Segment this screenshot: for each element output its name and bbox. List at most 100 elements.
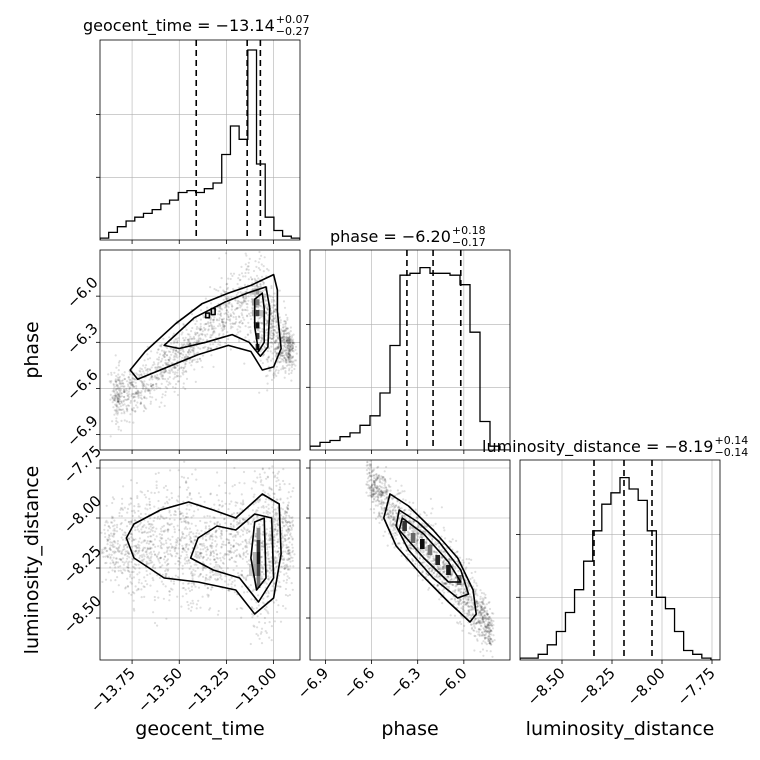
pair-geocent-time-vs-phase-sample-point [227,306,230,309]
pair-geocent-time-vs-phase-sample-point [225,283,228,286]
pair-geocent-time-vs-luminosity-distance-sample-point [267,612,270,615]
pair-geocent-time-vs-phase-sample-point [283,356,286,359]
pair-geocent-time-vs-phase-sample-point [276,352,279,355]
pair-geocent-time-vs-phase-sample-point [116,398,119,401]
pair-geocent-time-vs-phase-sample-point [249,314,252,317]
pair-geocent-time-vs-luminosity-distance-sample-point [131,591,135,594]
pair-geocent-time-vs-luminosity-distance-sample-point [101,548,104,551]
pair-geocent-time-vs-luminosity-distance-sample-point [109,546,112,550]
pair-geocent-time-vs-luminosity-distance-sample-point [170,554,173,557]
pair-geocent-time-vs-phase-sample-point [173,366,176,369]
pair-phase-vs-luminosity-distance-sample-point [462,600,465,603]
pair-geocent-time-vs-phase-sample-point [286,327,289,330]
pair-phase-vs-luminosity-distance-sample-point [423,511,427,515]
pair-geocent-time-vs-luminosity-distance-sample-point [109,544,112,547]
pair-geocent-time-vs-luminosity-distance-sample-point [155,484,158,487]
pair-geocent-time-vs-phase-sample-point [163,355,166,358]
pair-geocent-time-vs-luminosity-distance-sample-point [155,480,158,483]
pair-geocent-time-vs-phase-sample-point [134,410,137,413]
pair-geocent-time-vs-phase-sample-point [199,338,202,341]
pair-geocent-time-vs-luminosity-distance-sample-point [277,540,280,543]
pair-geocent-time-vs-luminosity-distance-sample-point [233,584,237,587]
pair-geocent-time-vs-luminosity-distance-sample-point [260,541,263,545]
pair-geocent-time-vs-phase-sample-point [179,348,182,351]
pair-geocent-time-vs-phase-sample-point [221,308,224,311]
pair-geocent-time-vs-luminosity-distance-sample-point [224,580,227,583]
pair-geocent-time-vs-phase-sample-point [265,323,268,326]
pair-geocent-time-vs-luminosity-distance-sample-point [285,578,289,582]
pair-geocent-time-vs-phase-sample-point [280,352,283,355]
pair-geocent-time-vs-phase-sample-point [289,340,292,343]
pair-geocent-time-vs-luminosity-distance-sample-point [216,471,219,474]
pair-geocent-time-vs-luminosity-distance-sample-point [110,521,113,524]
pair-geocent-time-vs-phase-sample-point [140,380,143,383]
pair-geocent-time-vs-phase-sample-point [182,367,185,370]
pair-geocent-time-vs-luminosity-distance-sample-point [222,562,225,565]
pair-phase-vs-luminosity-distance-sample-point [376,487,379,491]
pair-geocent-time-vs-phase-sample-point [128,421,131,424]
pair-phase-vs-luminosity-distance-sample-point [465,615,468,618]
pair-geocent-time-vs-luminosity-distance-sample-point [228,542,231,545]
pair-geocent-time-vs-phase-sample-point [161,377,164,380]
pair-geocent-time-vs-luminosity-distance-sample-point [119,507,123,510]
pair-phase-vs-luminosity-distance-sample-point [382,501,385,504]
pair-phase-vs-luminosity-distance-sample-point [481,615,484,618]
pair-geocent-time-vs-luminosity-distance-sample-point [154,553,157,556]
pair-phase-vs-luminosity-distance-sample-point [467,584,470,588]
pair-geocent-time-vs-phase-sample-point [281,354,284,357]
pair-phase-vs-luminosity-distance-sample-point [403,530,407,533]
pair-phase-vs-luminosity-distance-sample-point [399,491,402,494]
pair-geocent-time-vs-phase-sample-point [279,321,282,324]
pair-phase-vs-luminosity-distance-sample-point [375,478,378,481]
pair-geocent-time-vs-phase-sample-point [165,380,168,383]
pair-geocent-time-vs-phase-sample-point [174,371,177,374]
pair-geocent-time-vs-luminosity-distance-sample-point [290,556,293,559]
pair-geocent-time-vs-luminosity-distance-sample-point [240,574,244,577]
pair-phase-vs-luminosity-distance-sample-point [368,479,371,482]
pair-geocent-time-vs-luminosity-distance-sample-point [265,505,268,508]
pair-geocent-time-vs-luminosity-distance-sample-point [172,525,175,528]
pair-geocent-time-vs-luminosity-distance-sample-point [213,558,217,561]
pair-geocent-time-vs-phase-sample-point [147,389,150,392]
pair-geocent-time-vs-luminosity-distance-sample-point [118,549,121,553]
pair-geocent-time-vs-luminosity-distance-sample-point [122,568,125,571]
pair-geocent-time-vs-phase-sample-point [176,393,180,397]
pair-geocent-time-vs-phase-sample-point [218,306,221,309]
pair-geocent-time-vs-phase-sample-point [122,374,125,377]
pair-geocent-time-vs-luminosity-distance-sample-point [161,515,164,518]
pair-geocent-time-vs-luminosity-distance-sample-point [179,538,182,541]
pair-phase-vs-luminosity-distance-sample-point [386,508,390,511]
pair-phase-vs-luminosity-distance-sample-point [467,610,470,613]
pair-phase-vs-luminosity-distance-sample-point [425,541,428,545]
pair-geocent-time-vs-luminosity-distance-sample-point [194,535,197,538]
pair-geocent-time-vs-luminosity-distance-sample-point [122,548,125,552]
pair-phase-vs-luminosity-distance-sample-point [457,562,460,565]
pair-geocent-time-vs-luminosity-distance-sample-point [227,549,230,553]
pair-geocent-time-vs-phase-sample-point [115,419,118,423]
pair-geocent-time-vs-phase-sample-point [110,379,113,383]
pair-geocent-time-vs-luminosity-distance-sample-point [249,584,252,587]
pair-geocent-time-vs-phase-sample-point [277,342,280,345]
pair-geocent-time-vs-luminosity-distance-sample-point [148,497,151,500]
pair-geocent-time-vs-luminosity-distance-sample-point [108,534,111,538]
pair-geocent-time-vs-luminosity-distance-sample-point [251,616,254,619]
pair-geocent-time-vs-phase-sample-point [185,328,188,331]
pair-phase-vs-luminosity-distance-sample-point [372,492,375,495]
pair-geocent-time-vs-luminosity-distance-sample-point [260,642,264,645]
pair-geocent-time-vs-phase-sample-point [291,345,295,348]
pair-geocent-time-vs-phase-sample-point [188,341,191,344]
pair-geocent-time-vs-phase-sample-point [250,278,254,281]
pair-geocent-time-vs-phase-sample-point [230,308,233,311]
pair-geocent-time-vs-phase-sample-point [283,366,286,369]
pair-geocent-time-vs-phase-sample-point [286,341,289,344]
pair-geocent-time-vs-phase-sample-point [121,404,125,407]
pair-geocent-time-vs-luminosity-distance-sample-point [260,563,263,567]
pair-geocent-time-vs-phase-sample-point [151,378,154,381]
pair-geocent-time-vs-luminosity-distance-sample-point [273,562,277,565]
pair-phase-vs-luminosity-distance-sample-point [436,584,439,587]
pair-geocent-time-vs-phase-sample-point [291,342,294,345]
pair-geocent-time-vs-luminosity-distance-sample-point [270,625,273,628]
pair-geocent-time-vs-phase-sample-point [122,389,125,392]
pair-geocent-time-vs-phase-sample-point [284,370,287,373]
pair-phase-vs-luminosity-distance-sample-point [391,523,395,526]
